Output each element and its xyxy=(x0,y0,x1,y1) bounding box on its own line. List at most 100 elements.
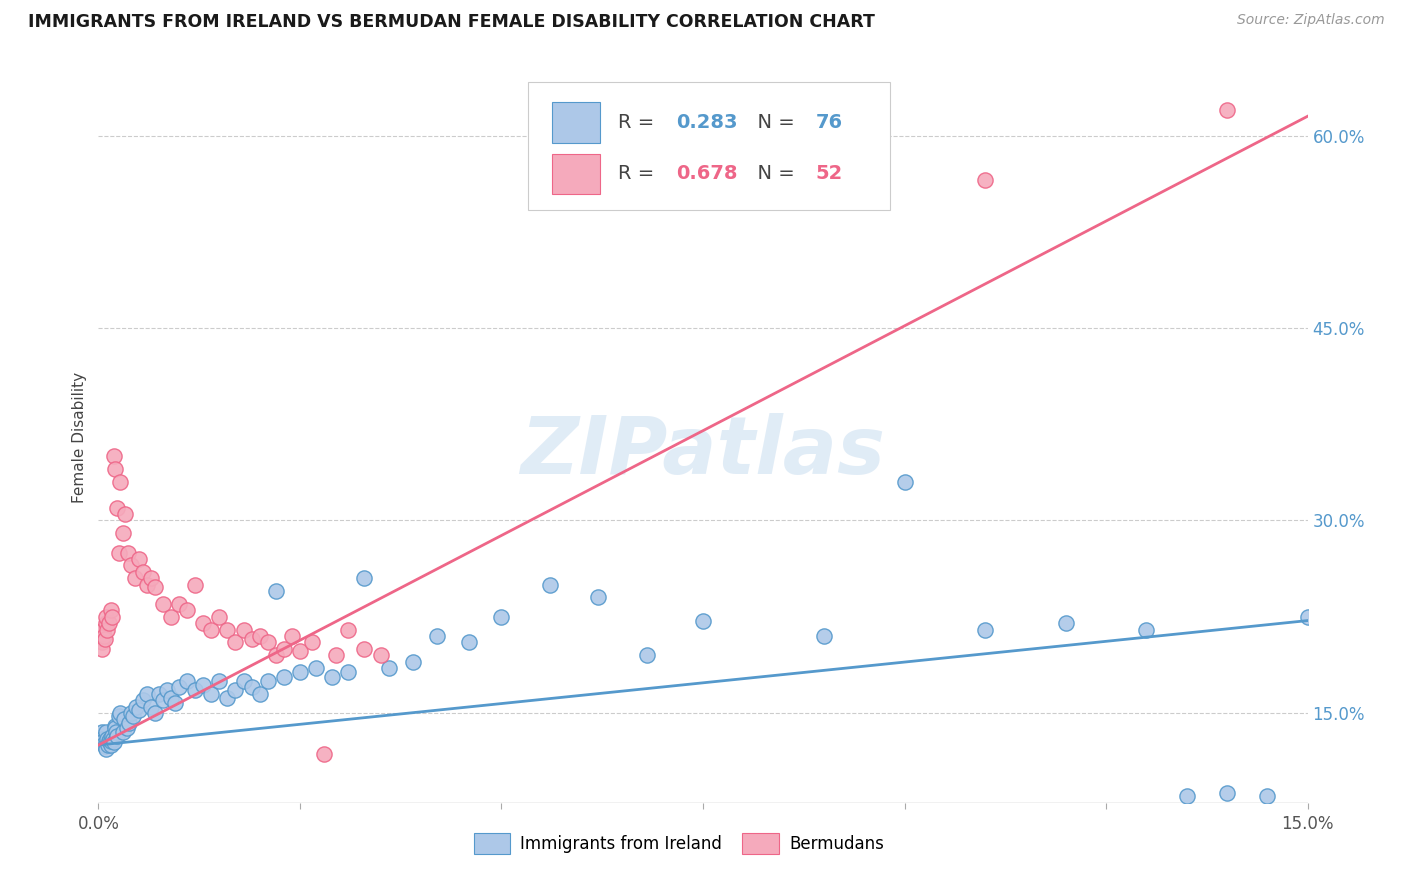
Point xyxy=(94,742,117,756)
Point xyxy=(91,734,114,748)
Point xyxy=(249,687,271,701)
Point xyxy=(167,681,190,695)
FancyBboxPatch shape xyxy=(551,153,600,194)
Point xyxy=(256,635,278,649)
Point xyxy=(288,665,311,679)
Point xyxy=(101,731,124,746)
Point xyxy=(264,648,287,663)
Point xyxy=(163,696,186,710)
Point xyxy=(184,682,207,697)
Point xyxy=(1135,623,1157,637)
Point xyxy=(91,641,114,656)
Point xyxy=(208,609,231,624)
Point xyxy=(103,450,125,464)
Point xyxy=(301,635,323,649)
Point xyxy=(94,616,117,631)
Point xyxy=(96,731,118,746)
Point xyxy=(1054,616,1077,631)
Point xyxy=(636,648,658,663)
Point xyxy=(139,571,162,585)
Point xyxy=(93,737,115,751)
Point xyxy=(135,687,157,701)
Point xyxy=(160,690,183,705)
Point xyxy=(325,648,347,663)
Text: ZIPatlas: ZIPatlas xyxy=(520,413,886,491)
Point xyxy=(692,614,714,628)
Point xyxy=(193,678,215,692)
Point xyxy=(184,577,207,591)
Point xyxy=(94,739,117,754)
Point xyxy=(143,706,166,720)
Y-axis label: Female Disability: Female Disability xyxy=(72,371,87,503)
Point xyxy=(208,673,231,688)
Point xyxy=(111,526,134,541)
Point xyxy=(96,725,118,739)
Point xyxy=(132,565,155,579)
Point xyxy=(224,635,246,649)
Point xyxy=(200,623,222,637)
Text: Source: ZipAtlas.com: Source: ZipAtlas.com xyxy=(1237,13,1385,28)
Point xyxy=(93,629,115,643)
Point xyxy=(124,571,146,585)
Point xyxy=(586,591,609,605)
Text: 76: 76 xyxy=(815,113,842,132)
Text: R =: R = xyxy=(619,164,661,183)
Point xyxy=(97,738,120,752)
Point xyxy=(105,725,128,739)
Point xyxy=(114,507,136,521)
Text: N =: N = xyxy=(745,164,801,183)
Point xyxy=(152,597,174,611)
Text: R =: R = xyxy=(619,113,661,132)
Point xyxy=(143,580,166,594)
Point xyxy=(813,629,835,643)
Point xyxy=(104,462,127,476)
Point xyxy=(101,729,124,743)
Point xyxy=(353,571,375,585)
Point xyxy=(100,738,122,752)
Point xyxy=(120,706,142,720)
Point xyxy=(167,597,190,611)
Point xyxy=(426,629,449,643)
Point xyxy=(108,706,131,720)
Point xyxy=(273,670,295,684)
Point xyxy=(240,681,263,695)
Point xyxy=(97,734,120,748)
Text: IMMIGRANTS FROM IRELAND VS BERMUDAN FEMALE DISABILITY CORRELATION CHART: IMMIGRANTS FROM IRELAND VS BERMUDAN FEMA… xyxy=(28,13,875,31)
Point xyxy=(288,644,311,658)
Point xyxy=(337,665,360,679)
Point xyxy=(232,673,254,688)
Point xyxy=(90,635,112,649)
Point xyxy=(491,609,513,624)
Point xyxy=(193,616,215,631)
Point xyxy=(240,632,263,646)
Text: 0.678: 0.678 xyxy=(676,164,738,183)
FancyBboxPatch shape xyxy=(551,103,600,143)
Point xyxy=(96,609,118,624)
Point xyxy=(1296,609,1319,624)
Point xyxy=(337,623,360,637)
Point xyxy=(1256,789,1278,804)
Point xyxy=(111,725,134,739)
Point xyxy=(1216,785,1239,799)
Point xyxy=(100,603,122,617)
Point xyxy=(458,635,481,649)
Point xyxy=(118,716,141,731)
Point xyxy=(135,577,157,591)
Point xyxy=(402,655,425,669)
Point xyxy=(538,577,561,591)
Point xyxy=(314,747,336,761)
FancyBboxPatch shape xyxy=(527,82,890,211)
Point xyxy=(97,616,120,631)
Point xyxy=(128,703,150,717)
Point xyxy=(91,731,114,746)
Point xyxy=(107,708,129,723)
Point xyxy=(121,558,143,573)
Point xyxy=(117,545,139,559)
Point xyxy=(974,173,997,187)
Point xyxy=(100,734,122,748)
Text: N =: N = xyxy=(745,113,801,132)
Point xyxy=(200,687,222,701)
Point xyxy=(103,735,125,749)
Point xyxy=(264,584,287,599)
Legend: Immigrants from Ireland, Bermudans: Immigrants from Ireland, Bermudans xyxy=(467,827,890,860)
